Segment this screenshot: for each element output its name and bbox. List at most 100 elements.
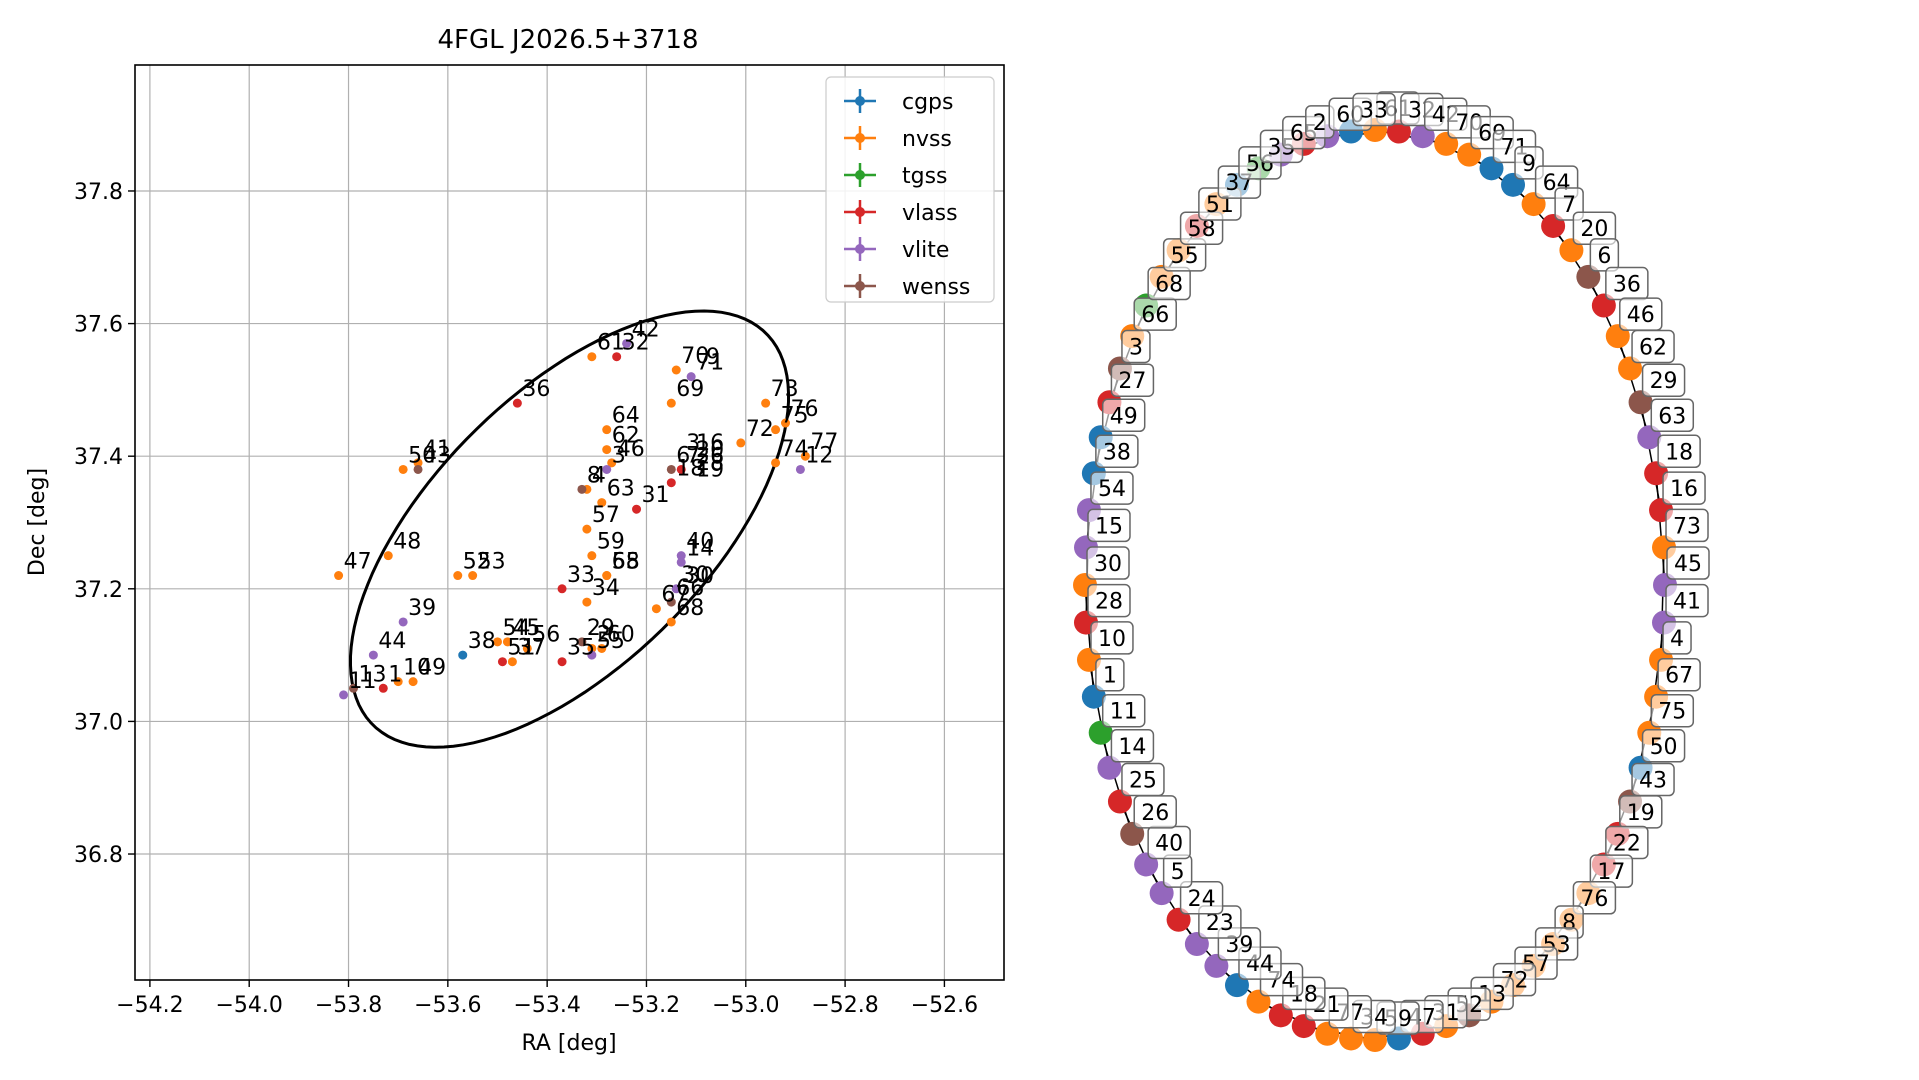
- legend-entry-nvss: nvss: [902, 127, 952, 152]
- chart-title: 4FGL J2026.5+3718: [438, 25, 699, 55]
- graph-node-label-text: 43: [1639, 769, 1667, 794]
- graph-node-label: 27: [1110, 363, 1155, 397]
- data-point-label: 6: [676, 443, 690, 468]
- data-point-label: 71: [696, 351, 724, 376]
- data-point-nvss: [666, 617, 676, 627]
- data-point-nvss: [582, 524, 592, 534]
- data-point-label: 53: [478, 550, 506, 575]
- graph-node-label-text: 11: [1110, 700, 1138, 725]
- data-point-nvss: [602, 425, 612, 435]
- graph-node-label-box: [1095, 434, 1139, 469]
- graph-node-label-box: [1631, 329, 1675, 364]
- graph-node-label: 73: [1665, 508, 1709, 543]
- data-point-label: 73: [771, 377, 799, 402]
- graph-node-label: 6: [1589, 238, 1620, 272]
- y-tick-label: 37.4: [74, 445, 123, 470]
- data-point-nvss: [492, 637, 502, 647]
- data-point-vlite: [368, 650, 378, 660]
- graph-node-label: 62: [1631, 329, 1675, 364]
- graph-node-label-text: 17: [1597, 860, 1625, 885]
- data-point-nvss: [597, 498, 607, 508]
- data-point-label: 72: [746, 417, 774, 442]
- graph-node-label-box: [1662, 621, 1692, 655]
- graph-node-label: 30: [1086, 546, 1130, 580]
- data-point-nvss: [781, 418, 791, 428]
- legend-entry-vlass: vlass: [902, 201, 958, 226]
- data-point-vlass: [676, 464, 686, 474]
- point-labels: 3847485253544537561049504161646246463575…: [344, 317, 839, 693]
- graph-node-label: 33: [1352, 92, 1396, 127]
- graph-node-label-text: 62: [1639, 335, 1667, 360]
- data-point-label: 34: [592, 576, 620, 601]
- data-point-nvss: [383, 551, 393, 561]
- graph-node-label: 43: [1631, 762, 1675, 797]
- graph-node-label-box: [1090, 621, 1134, 655]
- graph-node-label-text: 54: [1098, 477, 1126, 502]
- x-tick-label: −53.0: [712, 993, 779, 1018]
- data-point-label: 57: [592, 503, 620, 528]
- data-point-nvss: [761, 398, 771, 408]
- graph-node-label: 1: [1095, 657, 1125, 692]
- graph-node-label: 22: [1605, 825, 1649, 860]
- data-point-nvss: [522, 643, 532, 653]
- graph-node-label-text: 27: [1118, 369, 1146, 394]
- legend-marker: [855, 96, 865, 106]
- data-point-cgps: [458, 650, 468, 660]
- data-point-label: 30: [681, 563, 709, 588]
- data-point-nvss: [666, 398, 676, 408]
- data-point-nvss: [771, 458, 781, 468]
- data-point-label: 75: [781, 404, 809, 429]
- data-point-wenss: [348, 683, 358, 693]
- graph-node-label: 5: [1162, 854, 1193, 888]
- graph-node-label: 41: [1665, 583, 1709, 618]
- graph-node-label: 67: [1657, 657, 1701, 692]
- data-point-label: 11: [349, 669, 377, 694]
- data-point-label: 77: [810, 430, 838, 455]
- graph-node-label-box: [1665, 508, 1709, 543]
- data-point-nvss: [671, 365, 681, 375]
- data-point-label: 26: [696, 444, 724, 469]
- data-point-label: 70: [681, 344, 709, 369]
- data-point-label: 42: [632, 317, 660, 342]
- data-point-label: 46: [617, 437, 645, 462]
- legend-box: [825, 76, 995, 303]
- graph-node-label-text: 28: [1095, 590, 1123, 615]
- legend-entry-vlite: vlite: [902, 238, 949, 263]
- data-point-vlass: [666, 478, 676, 488]
- x-tick-label: −54.0: [216, 993, 283, 1018]
- data-point-label: 8: [587, 463, 601, 488]
- data-point-label: 37: [517, 636, 545, 661]
- data-point-label: 45: [512, 616, 540, 641]
- graph-node-label: 49: [1101, 398, 1146, 433]
- data-point-nvss: [468, 571, 478, 581]
- data-point-label: 2: [597, 622, 611, 647]
- data-point-vlite: [671, 584, 681, 594]
- x-tick-label: −53.2: [613, 993, 680, 1018]
- legend: cgps nvss tgss vlass vlite wenss: [825, 76, 995, 303]
- graph-node-label-text: 22: [1613, 831, 1641, 856]
- graph-node-label-text: 20: [1580, 217, 1608, 242]
- graph-node-label-box: [1352, 92, 1396, 127]
- data-point-label: 55: [597, 629, 625, 654]
- graph-node-label-text: 15: [1095, 514, 1123, 539]
- graph-node-label-box: [1657, 434, 1701, 469]
- data-point-nvss: [582, 597, 592, 607]
- y-axis-ticks: 36.8 37.0 37.2 37.4 37.6 37.8: [74, 180, 135, 868]
- data-point-label: 13: [358, 662, 386, 687]
- graph-node-label-text: 36: [1613, 273, 1641, 298]
- data-point-label: 43: [423, 443, 451, 468]
- graph-node-label-box: [1641, 729, 1686, 763]
- data-point-nvss: [651, 604, 661, 614]
- graph-node-label-box: [1650, 398, 1695, 433]
- graph-node-label-box: [1110, 363, 1155, 397]
- graph-node-label-box: [1121, 762, 1165, 797]
- data-point-label: 33: [567, 563, 595, 588]
- data-point-label: 64: [612, 404, 640, 429]
- data-point-vlass: [512, 398, 522, 408]
- data-point-nvss: [398, 464, 408, 474]
- graph-node-label-text: 18: [1665, 440, 1693, 465]
- graph-node-label-box: [1554, 187, 1584, 221]
- graph-node-label-text: 40: [1155, 831, 1183, 856]
- graph-node-label-box: [1666, 546, 1710, 580]
